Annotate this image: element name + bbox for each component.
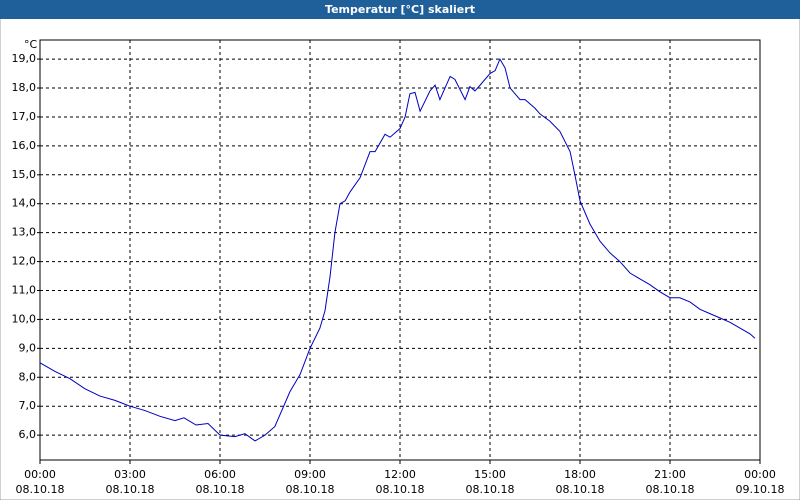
x-tick-label: 00:00: [24, 468, 56, 481]
y-tick-label: 19,0: [12, 52, 37, 65]
y-tick-label: 17,0: [12, 110, 37, 123]
x-tick-label: 21:00: [654, 468, 686, 481]
y-tick-label: 13,0: [12, 226, 37, 239]
y-tick-label: 16,0: [12, 139, 37, 152]
x-tick-date: 08.10.18: [376, 483, 425, 496]
x-tick-label: 12:00: [384, 468, 416, 481]
chart-title: Temperatur [°C] skaliert: [325, 3, 475, 16]
x-tick-date: 08.10.18: [466, 483, 515, 496]
title-bar: [0, 0, 800, 19]
x-tick-date: 08.10.18: [286, 483, 335, 496]
y-tick-label: 12,0: [12, 255, 37, 268]
x-tick-date: 08.10.18: [646, 483, 695, 496]
x-tick-date: 08.10.18: [556, 483, 605, 496]
y-tick-label: 11,0: [12, 283, 37, 296]
x-tick-date: 08.10.18: [106, 483, 155, 496]
x-tick-label: 09:00: [294, 468, 326, 481]
plot-frame: [39, 39, 761, 461]
x-tick-label: 18:00: [564, 468, 596, 481]
x-tick-label: 00:00: [744, 468, 776, 481]
y-tick-label: 10,0: [12, 312, 37, 325]
x-tick-label: 06:00: [204, 468, 236, 481]
y-tick-label: 6,0: [19, 428, 37, 441]
y-tick-label: 7,0: [19, 399, 37, 412]
x-tick-label: 15:00: [474, 468, 506, 481]
y-tick-label: 15,0: [12, 168, 37, 181]
x-tick-label: 03:00: [114, 468, 146, 481]
x-tick-date: 09.10.18: [736, 483, 785, 496]
y-tick-label: 14,0: [12, 197, 37, 210]
y-unit: °C: [24, 38, 38, 51]
y-tick-label: 18,0: [12, 81, 37, 94]
x-tick-date: 08.10.18: [16, 483, 65, 496]
temperature-line: [39, 57, 756, 442]
y-tick-label: 8,0: [19, 370, 37, 383]
x-tick-date: 08.10.18: [196, 483, 245, 496]
y-tick-label: 9,0: [19, 341, 37, 354]
